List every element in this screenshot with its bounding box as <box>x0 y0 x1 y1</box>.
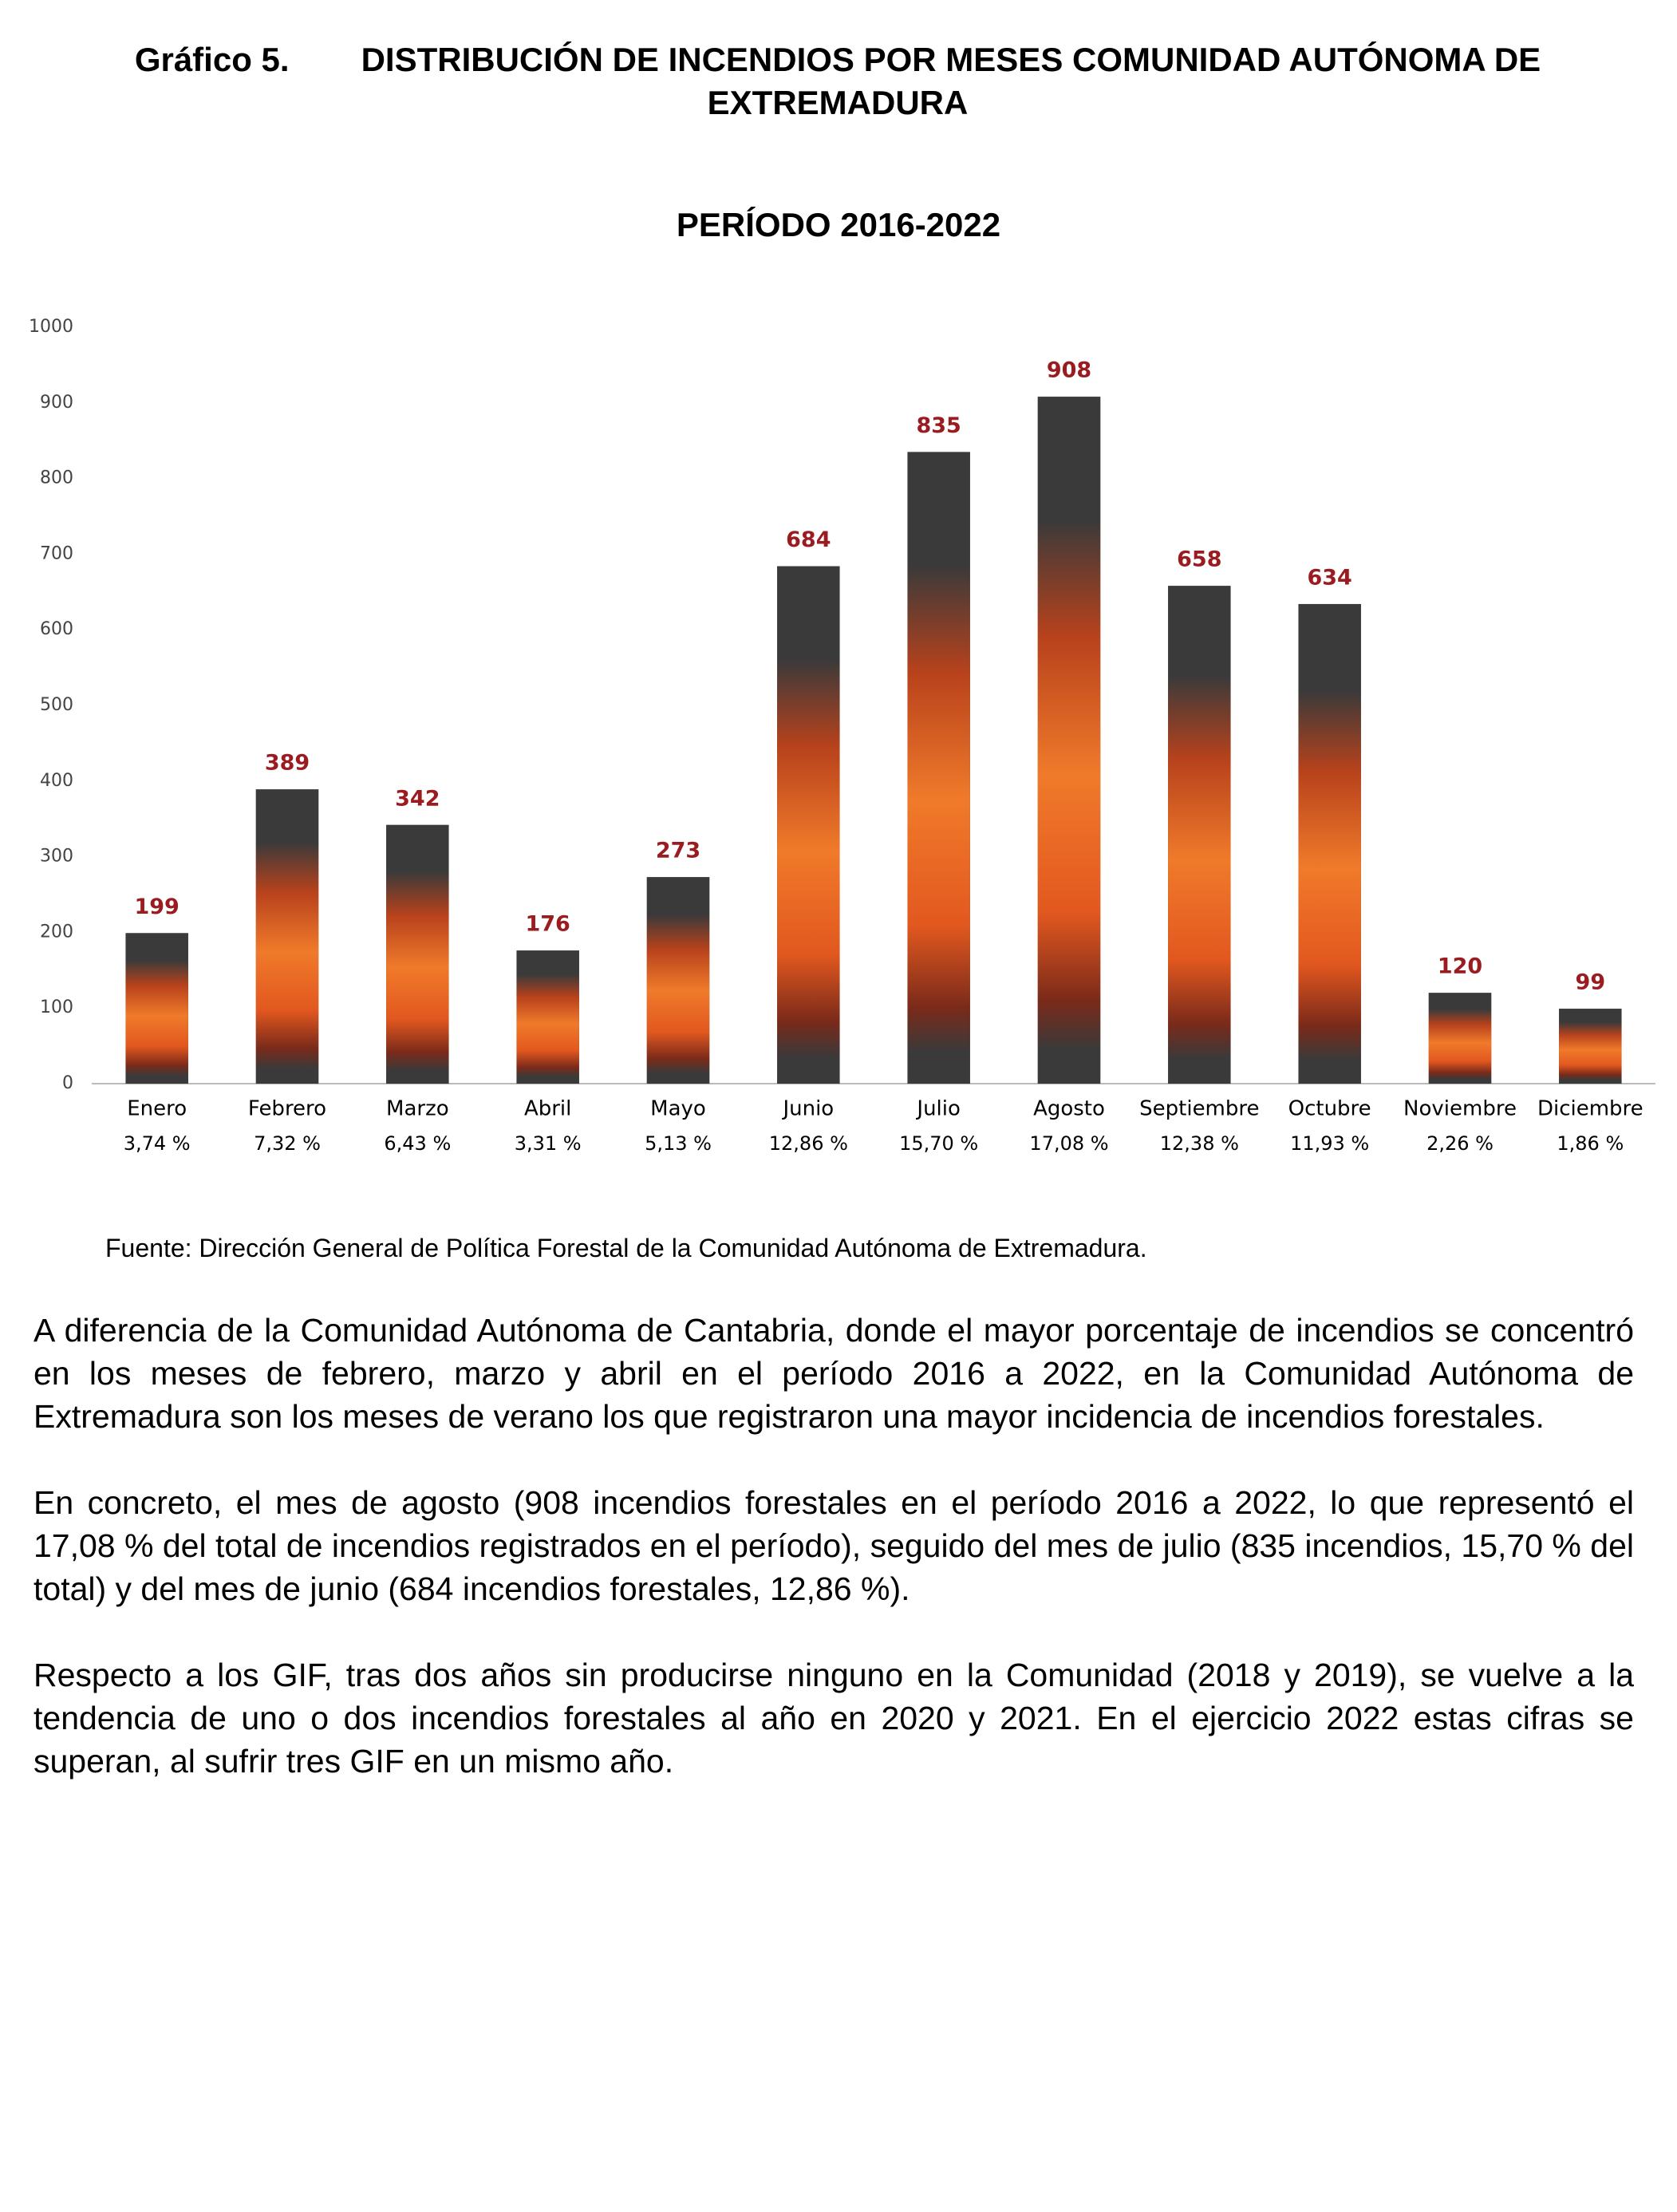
x-tick-label: Abril <box>524 1097 571 1121</box>
value-label: 176 <box>525 912 570 937</box>
bar-flame <box>907 452 970 1084</box>
value-label: 835 <box>916 413 961 438</box>
y-tick-label: 500 <box>40 695 73 715</box>
value-label: 658 <box>1177 547 1221 572</box>
bar-flame <box>1428 993 1492 1084</box>
y-tick-label: 1000 <box>29 317 73 337</box>
y-tick-label: 800 <box>40 468 73 488</box>
x-tick-label: Septiembre <box>1139 1097 1259 1121</box>
header: Gráfico 5. DISTRIBUCIÓN DE INCENDIOS POR … <box>72 38 1604 124</box>
figure-title: DISTRIBUCIÓN DE INCENDIOS POR MESES COMU… <box>361 41 1541 121</box>
x-tick-label: Diciembre <box>1537 1097 1643 1121</box>
value-label: 634 <box>1307 565 1351 590</box>
x-tick-label: Noviembre <box>1403 1097 1517 1121</box>
y-tick-label: 400 <box>40 771 73 791</box>
value-label: 120 <box>1438 954 1482 979</box>
bar-flame <box>516 950 579 1084</box>
share-label: 3,31 % <box>515 1132 582 1155</box>
bar-flame <box>386 824 449 1084</box>
bar-flame <box>1037 397 1101 1084</box>
y-tick-label: 300 <box>40 847 73 867</box>
x-tick-label: Octubre <box>1288 1097 1371 1121</box>
share-label: 7,32 % <box>254 1132 321 1155</box>
y-tick-label: 200 <box>40 922 73 942</box>
bar-flame <box>1168 586 1231 1084</box>
figure-label: Gráfico 5. <box>134 41 290 78</box>
bar-flame <box>1298 603 1361 1084</box>
chart: 0 100 200 300 400 500 600 700 800 900 1000 Enero 3,7… <box>29 317 1655 1155</box>
value-label: 908 <box>1047 358 1091 383</box>
value-label: 389 <box>265 751 310 776</box>
value-label: 684 <box>786 527 831 552</box>
y-tick-label: 100 <box>40 997 73 1017</box>
x-tick-label: Enero <box>127 1097 187 1121</box>
body-text: A diferencia de la Comunidad Autónoma de… <box>34 1309 1634 1826</box>
y-tick-label: 600 <box>40 619 73 639</box>
chart-title: PERÍODO 2016-2022 <box>676 206 1001 243</box>
bar-flame <box>777 566 840 1084</box>
x-tick-label: Agosto <box>1033 1097 1105 1121</box>
share-label: 1,86 % <box>1557 1132 1624 1155</box>
share-label: 11,93 % <box>1290 1132 1369 1155</box>
share-label: 17,08 % <box>1029 1132 1108 1155</box>
value-label: 342 <box>395 786 440 811</box>
bar-flame <box>255 789 319 1084</box>
bar-flame <box>646 877 710 1084</box>
bar-flame <box>1559 1009 1622 1084</box>
share-label: 2,26 % <box>1426 1132 1494 1155</box>
share-label: 12,38 % <box>1160 1132 1239 1155</box>
value-label: 199 <box>134 895 179 919</box>
paragraph: En concreto, el mes de agosto (908 incen… <box>34 1484 1634 1607</box>
y-tick-label: 700 <box>40 543 73 563</box>
x-tick-label: Junio <box>781 1097 834 1121</box>
bar-flame <box>125 933 188 1084</box>
share-label: 12,86 % <box>769 1132 848 1155</box>
paragraph: Respecto a los GIF, tras dos años sin pr… <box>34 1657 1634 1779</box>
source: Fuente: Dirección General de Política Fo… <box>105 1234 1147 1262</box>
value-label: 273 <box>656 839 700 863</box>
x-tick-label: Marzo <box>386 1097 449 1121</box>
x-tick-label: Julio <box>915 1097 961 1121</box>
paragraph: A diferencia de la Comunidad Autónoma de… <box>34 1312 1634 1435</box>
y-tick-label: 900 <box>40 393 73 413</box>
x-tick-label: Mayo <box>650 1097 706 1121</box>
y-tick-label: 0 <box>62 1073 73 1093</box>
share-label: 6,43 % <box>384 1132 451 1155</box>
x-tick-label: Febrero <box>248 1097 326 1121</box>
share-label: 5,13 % <box>645 1132 712 1155</box>
share-label: 3,74 % <box>124 1132 191 1155</box>
share-label: 15,70 % <box>899 1132 978 1155</box>
value-label: 99 <box>1576 970 1606 995</box>
